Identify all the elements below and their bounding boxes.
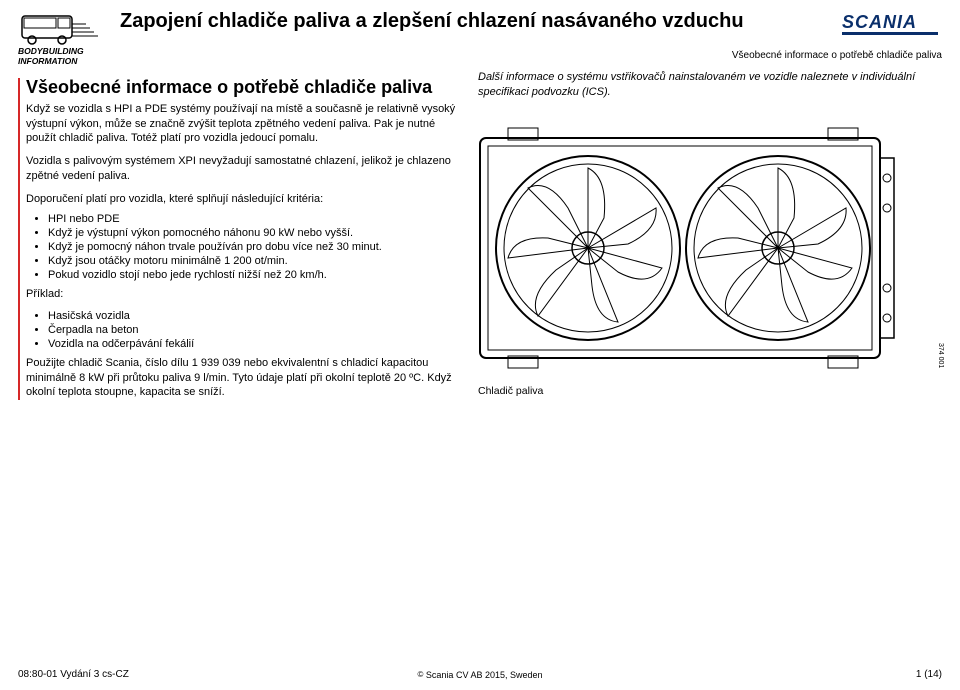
example-label: Příklad:: [26, 287, 458, 302]
paragraph-2: Vozidla s palivovým systémem XPI nevyžad…: [26, 154, 458, 184]
footer-center: © Scania CV AB 2015, Sweden: [418, 670, 543, 680]
section-accent: Všeobecné informace o potřebě chladiče p…: [18, 78, 458, 400]
paragraph-3: Doporučení platí pro vozidla, které splň…: [26, 192, 458, 207]
paragraph-4: Použijte chladič Scania, číslo dílu 1 93…: [26, 356, 458, 401]
right-column: Další informace o systému vstřikovačů na…: [478, 70, 942, 408]
list-item: Když je výstupní výkon pomocného náhonu …: [48, 227, 458, 239]
section-title: Všeobecné informace o potřebě chladiče p…: [26, 78, 458, 98]
list-item: Pokud vozidlo stojí nebo jede rychlostí …: [48, 269, 458, 281]
radiator-illustration: 374 001 Chladič paliva: [478, 118, 898, 397]
footer-left: 08:80-01 Vydání 3 cs-CZ: [18, 669, 129, 680]
scania-logo: SCANIA: [842, 10, 942, 44]
figure-code: 374 001: [937, 343, 944, 368]
list-item: HPI nebo PDE: [48, 213, 458, 225]
list-item: Hasičská vozidla: [48, 310, 458, 322]
truck-info-icon: BODYBUILDING INFORMATION: [18, 10, 108, 66]
figure-caption: Chladič paliva: [478, 385, 898, 397]
header-tag: Všeobecné informace o potřebě chladiče p…: [732, 50, 942, 61]
document-title: Zapojení chladiče paliva a zlepšení chla…: [120, 10, 942, 33]
svg-text:INFORMATION: INFORMATION: [18, 56, 78, 66]
list-item: Čerpadla na beton: [48, 324, 458, 336]
paragraph-1: Když se vozidla s HPI a PDE systémy použ…: [26, 102, 458, 147]
svg-text:BODYBUILDING: BODYBUILDING: [18, 46, 84, 56]
copyright-icon: ©: [418, 670, 424, 679]
content-columns: Všeobecné informace o potřebě chladiče p…: [18, 70, 942, 408]
list-item: Vozidla na odčerpávání fekálií: [48, 338, 458, 350]
footer-center-text: Scania CV AB 2015, Sweden: [426, 670, 543, 680]
left-column: Všeobecné informace o potřebě chladiče p…: [18, 70, 458, 408]
ics-note: Další informace o systému vstřikovačů na…: [478, 70, 942, 100]
criteria-list: HPI nebo PDE Když je výstupní výkon pomo…: [26, 213, 458, 281]
list-item: Když jsou otáčky motoru minimálně 1 200 …: [48, 255, 458, 267]
svg-text:SCANIA: SCANIA: [842, 12, 917, 32]
footer-right: 1 (14): [916, 669, 942, 680]
examples-list: Hasičská vozidla Čerpadla na beton Vozid…: [26, 310, 458, 350]
list-item: Když je pomocný náhon trvale používán pr…: [48, 241, 458, 253]
